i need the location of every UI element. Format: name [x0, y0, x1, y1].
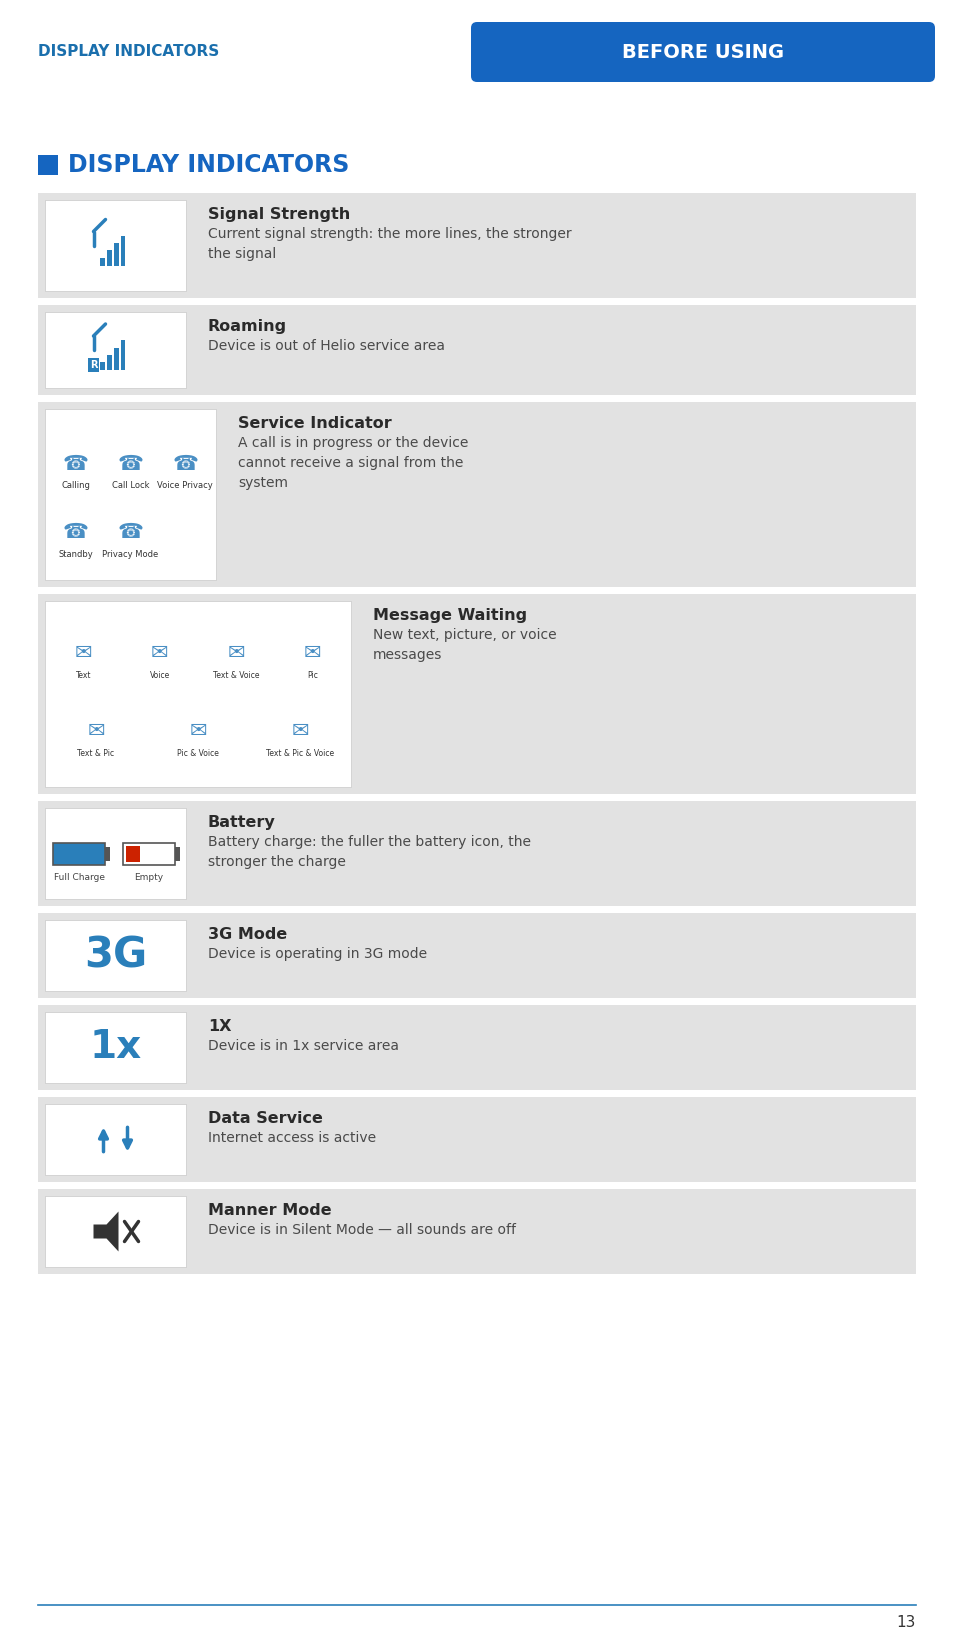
Text: ✉: ✉	[291, 721, 309, 741]
Bar	[174, 847, 180, 860]
Bar	[38, 912, 915, 998]
Bar	[45, 809, 186, 899]
Bar	[45, 921, 186, 991]
Text: Pic & Voice: Pic & Voice	[177, 749, 218, 758]
Text: Text: Text	[75, 670, 91, 680]
Bar	[45, 199, 186, 292]
Text: ✉: ✉	[74, 642, 91, 664]
Bar	[38, 595, 915, 794]
Text: Standby: Standby	[58, 550, 93, 558]
Text: Voice Privacy: Voice Privacy	[157, 481, 213, 491]
Text: ✉: ✉	[304, 642, 321, 664]
Bar	[38, 800, 915, 906]
Text: Message Waiting: Message Waiting	[373, 608, 527, 623]
Bar	[38, 1097, 915, 1183]
Bar	[45, 1196, 186, 1267]
Bar	[107, 250, 112, 265]
Bar	[38, 1005, 915, 1090]
Text: ☎: ☎	[117, 522, 143, 542]
Text: Text & Pic: Text & Pic	[77, 749, 114, 758]
Text: Calling: Calling	[61, 481, 91, 491]
Text: Device is in 1x service area: Device is in 1x service area	[208, 1039, 398, 1052]
Text: Privacy Mode: Privacy Mode	[102, 550, 158, 558]
Text: Text & Voice: Text & Voice	[213, 670, 259, 680]
Text: DISPLAY INDICATORS: DISPLAY INDICATORS	[38, 44, 219, 59]
Bar	[126, 845, 140, 861]
Text: New text, picture, or voice
messages: New text, picture, or voice messages	[373, 628, 556, 662]
Text: DISPLAY INDICATORS: DISPLAY INDICATORS	[68, 153, 349, 176]
Bar	[53, 843, 105, 865]
Bar	[45, 408, 215, 580]
Text: Device is out of Helio service area: Device is out of Helio service area	[208, 339, 444, 352]
Text: Device is operating in 3G mode: Device is operating in 3G mode	[208, 947, 427, 960]
Text: Empty: Empty	[134, 873, 163, 881]
Text: R: R	[90, 361, 97, 371]
Bar	[38, 402, 915, 586]
Text: ☎: ☎	[117, 453, 143, 474]
Text: 13: 13	[896, 1616, 915, 1631]
Bar	[38, 1189, 915, 1275]
Text: Pic: Pic	[307, 670, 318, 680]
Bar	[38, 193, 915, 298]
Text: A call is in progress or the device
cannot receive a signal from the
system: A call is in progress or the device cann…	[237, 436, 468, 491]
Bar	[121, 236, 126, 265]
Bar	[38, 305, 915, 395]
Text: Full Charge: Full Charge	[53, 873, 105, 881]
Bar	[45, 601, 351, 787]
Text: ✉: ✉	[189, 721, 207, 741]
Bar	[123, 843, 174, 865]
Text: 1X: 1X	[208, 1019, 232, 1034]
Text: Signal Strength: Signal Strength	[208, 208, 350, 222]
Bar	[100, 362, 105, 371]
Text: Internet access is active: Internet access is active	[208, 1131, 375, 1145]
Polygon shape	[93, 1212, 118, 1252]
Bar	[121, 341, 126, 371]
Bar	[100, 257, 105, 265]
Text: Text & Pic & Voice: Text & Pic & Voice	[266, 749, 334, 758]
Bar	[105, 847, 110, 860]
FancyBboxPatch shape	[471, 21, 934, 82]
Text: Device is in Silent Mode — all sounds are off: Device is in Silent Mode — all sounds ar…	[208, 1224, 516, 1237]
Bar	[38, 155, 58, 175]
Text: Current signal strength: the more lines, the stronger
the signal: Current signal strength: the more lines,…	[208, 227, 571, 262]
Text: ☎: ☎	[172, 453, 198, 474]
Text: Voice: Voice	[150, 670, 170, 680]
Text: BEFORE USING: BEFORE USING	[621, 43, 783, 61]
Text: Call Lock: Call Lock	[112, 481, 149, 491]
Bar	[113, 348, 118, 371]
Text: Data Service: Data Service	[208, 1112, 322, 1127]
Text: 3G: 3G	[84, 934, 147, 977]
Text: ✉: ✉	[87, 721, 105, 741]
Text: Manner Mode: Manner Mode	[208, 1202, 332, 1219]
Bar	[45, 311, 186, 389]
Text: ☎: ☎	[63, 522, 89, 542]
Bar	[107, 354, 112, 371]
Bar	[45, 1011, 186, 1084]
Text: ✉: ✉	[227, 642, 245, 664]
Text: Battery charge: the fuller the battery icon, the
stronger the charge: Battery charge: the fuller the battery i…	[208, 835, 531, 870]
Bar	[45, 1103, 186, 1174]
Text: Battery: Battery	[208, 815, 275, 830]
Text: 3G Mode: 3G Mode	[208, 927, 287, 942]
Text: ☎: ☎	[63, 453, 89, 474]
Text: 1x: 1x	[90, 1028, 141, 1067]
Text: Service Indicator: Service Indicator	[237, 417, 392, 432]
Bar	[113, 244, 118, 265]
Text: ✉: ✉	[151, 642, 169, 664]
Text: Roaming: Roaming	[208, 320, 287, 334]
